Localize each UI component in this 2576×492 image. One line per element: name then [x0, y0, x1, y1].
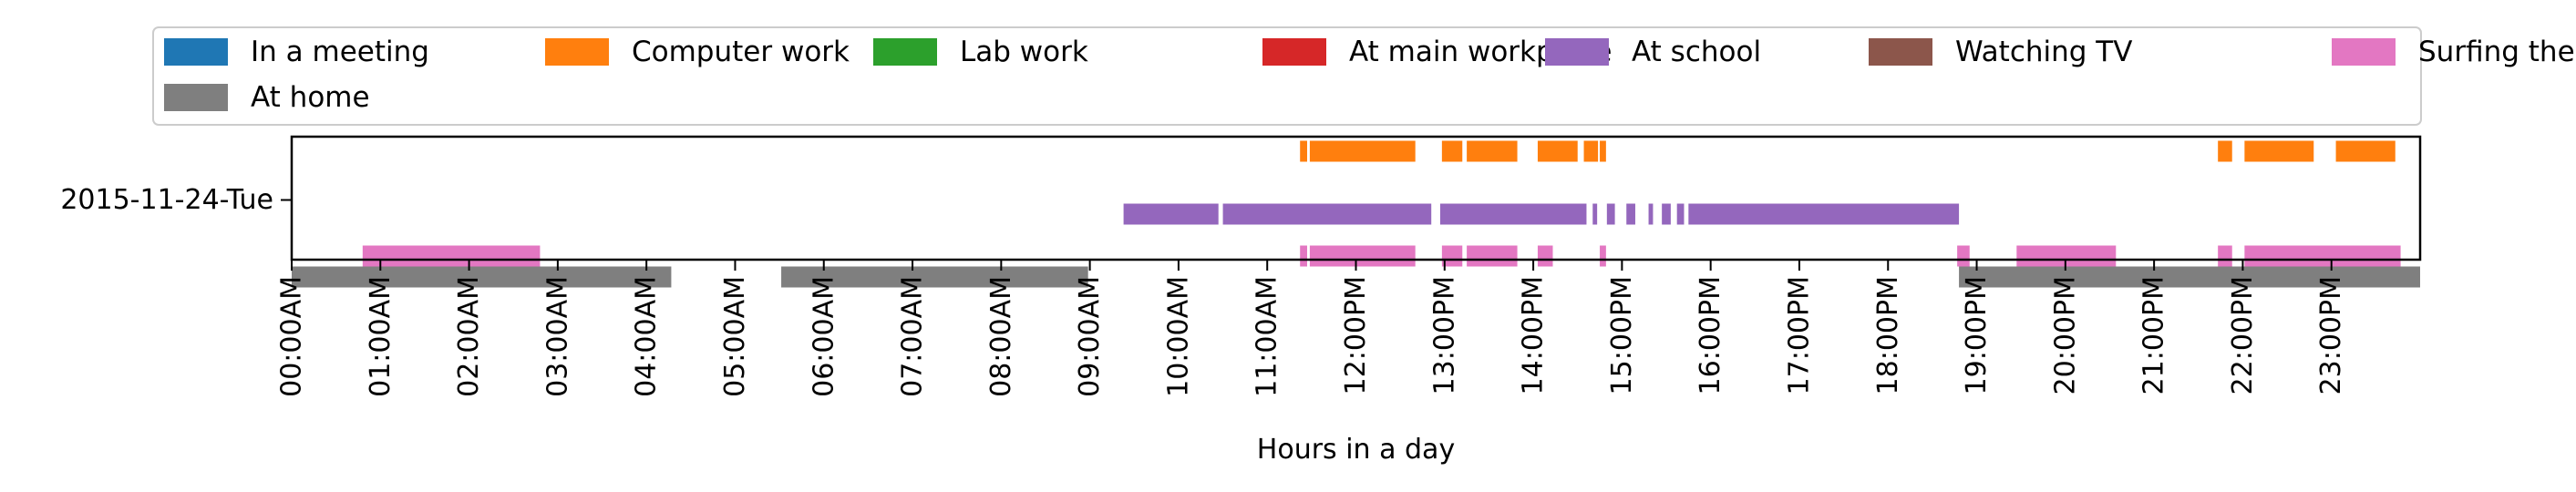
x-tick-label-17: 17:00PM	[1783, 276, 1815, 395]
bar-6-6	[1600, 245, 1606, 267]
x-tick-label-12: 12:00PM	[1340, 276, 1372, 395]
x-tick-label-19: 19:00PM	[1961, 276, 1993, 395]
x-tick-label-23: 23:00PM	[2315, 276, 2347, 395]
bar-6-7	[1957, 245, 1970, 267]
bar-6-4	[1467, 245, 1518, 267]
legend-label-2: Lab work	[960, 36, 1088, 68]
bar-1-0	[1300, 140, 1307, 162]
bar-7-2	[1959, 266, 2420, 288]
y-axis: 2015-11-24-Tue	[60, 184, 292, 216]
bar-6-10	[2244, 245, 2401, 267]
legend: In a meeting Computer work Lab work At main…	[152, 26, 2576, 126]
legend-swatch-1	[545, 38, 609, 66]
bar-4-7	[1662, 203, 1671, 225]
x-tick-label-15: 15:00PM	[1606, 276, 1638, 395]
x-tick-label-20: 20:00PM	[2049, 276, 2081, 395]
legend-swatch-4	[1545, 38, 1609, 66]
bar-1-3	[1467, 140, 1518, 162]
y-tick-label-0: 2015-11-24-Tue	[60, 184, 273, 216]
x-tick-label-4: 04:00AM	[631, 276, 663, 397]
bars-layer	[292, 140, 2420, 288]
x-tick-label-3: 03:00AM	[541, 276, 573, 397]
legend-label-6: Surfing the internet	[2418, 36, 2576, 68]
x-tick-label-14: 14:00PM	[1518, 276, 1550, 395]
bar-4-6	[1648, 203, 1654, 225]
x-tick-label-0: 00:00AM	[276, 276, 308, 397]
bar-1-4	[1537, 140, 1578, 162]
legend-label-4: At school	[1632, 36, 1761, 68]
x-tick-label-11: 11:00AM	[1252, 276, 1283, 397]
legend-swatch-0	[164, 38, 228, 66]
bar-6-3	[1441, 245, 1463, 267]
bar-1-6	[1600, 140, 1606, 162]
x-tick-label-1: 01:00AM	[365, 276, 397, 397]
x-tick-label-10: 10:00AM	[1162, 276, 1194, 397]
bar-1-5	[1583, 140, 1599, 162]
legend-swatch-7	[164, 84, 228, 111]
bar-7-0	[292, 266, 672, 288]
x-tick-label-5: 05:00AM	[719, 276, 751, 397]
x-axis: 00:00AM 01:00AM 02:00AM 03:00AM 04:00AM 05:00…	[276, 260, 2347, 397]
x-tick-label-8: 08:00AM	[985, 276, 1017, 397]
bar-4-3	[1592, 203, 1598, 225]
bar-4-9	[1688, 203, 1960, 225]
x-tick-label-22: 22:00PM	[2227, 276, 2259, 395]
legend-swatch-6	[2332, 38, 2396, 66]
x-tick-label-6: 06:00AM	[808, 276, 840, 397]
legend-label-1: Computer work	[632, 36, 850, 68]
bar-6-5	[1537, 245, 1553, 267]
bar-7-1	[781, 266, 1088, 288]
bar-1-1	[1309, 140, 1416, 162]
x-tick-label-9: 09:00AM	[1074, 276, 1106, 397]
x-tick-label-13: 13:00PM	[1428, 276, 1460, 395]
legend-frame	[152, 26, 2422, 126]
x-tick-label-18: 18:00PM	[1872, 276, 1904, 395]
bar-4-1	[1222, 203, 1432, 225]
legend-label-7: At home	[251, 81, 370, 114]
x-tick-label-7: 07:00AM	[897, 276, 929, 397]
bar-4-4	[1606, 203, 1615, 225]
legend-swatch-2	[873, 38, 937, 66]
bar-1-9	[2335, 140, 2396, 162]
x-tick-label-16: 16:00PM	[1695, 276, 1726, 395]
bar-6-0	[362, 245, 541, 267]
bar-1-7	[2218, 140, 2232, 162]
bar-4-5	[1626, 203, 1635, 225]
bar-6-2	[1309, 245, 1416, 267]
bar-1-8	[2244, 140, 2314, 162]
bar-6-8	[2016, 245, 2117, 267]
bar-6-1	[1300, 245, 1307, 267]
x-tick-label-21: 21:00PM	[2138, 276, 2170, 395]
legend-label-0: In a meeting	[251, 36, 429, 68]
x-axis-title: Hours in a day	[1257, 434, 1455, 466]
legend-swatch-5	[1869, 38, 1932, 66]
legend-label-5: Watching TV	[1955, 36, 2132, 68]
legend-swatch-3	[1262, 38, 1326, 66]
bar-4-8	[1676, 203, 1685, 225]
bar-6-9	[2218, 245, 2232, 267]
bar-1-2	[1441, 140, 1463, 162]
x-tick-label-2: 02:00AM	[453, 276, 485, 397]
bar-4-0	[1123, 203, 1219, 225]
bar-4-2	[1439, 203, 1587, 225]
